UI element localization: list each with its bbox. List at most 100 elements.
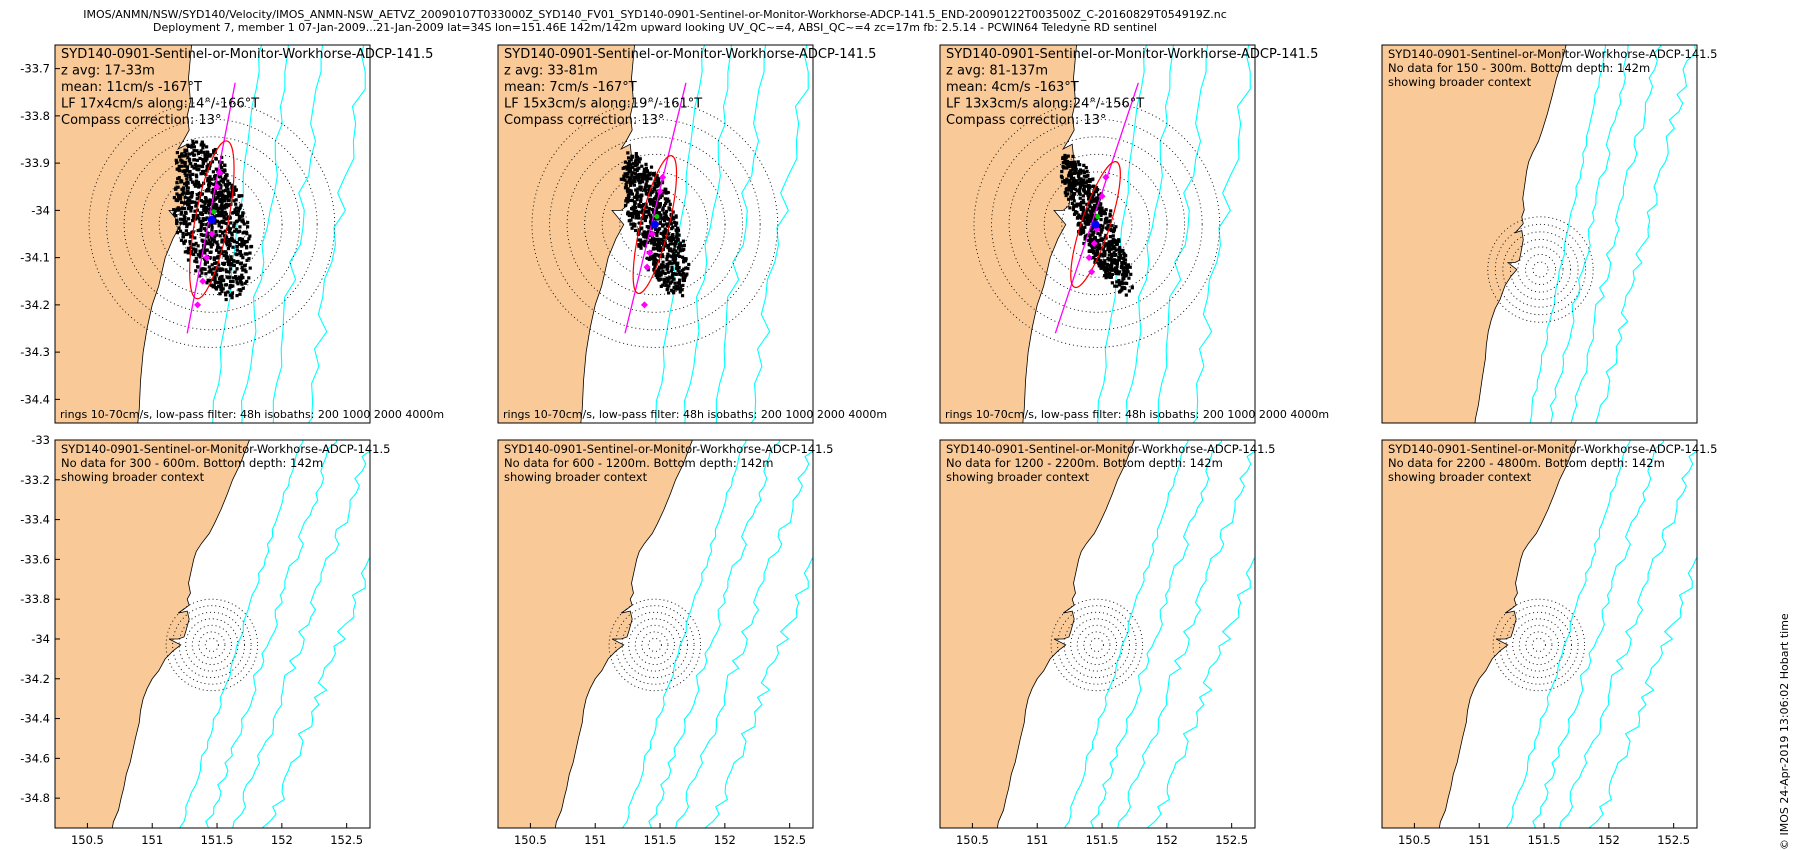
scatter-point: [662, 211, 666, 215]
scatter-point: [229, 221, 233, 225]
scatter-point: [211, 202, 216, 207]
scatter-point: [201, 146, 205, 150]
scatter-point: [1077, 181, 1081, 185]
scatter-point: [1063, 191, 1067, 195]
scatter-point: [1118, 282, 1123, 286]
scatter-point: [1121, 273, 1125, 277]
scatter-point: [234, 206, 239, 210]
scatter-point: [1088, 240, 1092, 244]
scatter-point: [659, 284, 663, 289]
scatter-point: [654, 211, 658, 215]
scatter-point: [1127, 276, 1131, 280]
isobath-line: [272, 45, 324, 423]
scatter-point: [1087, 195, 1091, 199]
scatter-point: [647, 207, 651, 211]
axes-frame: [497, 44, 814, 424]
scatter-point: [1101, 254, 1105, 258]
scatter-point: [665, 255, 669, 259]
scatter-point: [683, 274, 687, 279]
scatter-point: [671, 210, 675, 214]
scatter-point: [216, 194, 220, 199]
panel-top-4: SYD140-0901-Sentinel-or-Monitor-Workhors…: [1381, 44, 1717, 424]
scatter-point: [633, 172, 638, 176]
scatter-point: [654, 269, 658, 273]
scatter-point: [1088, 229, 1093, 233]
speed-ring: [172, 605, 252, 685]
scatter-point: [1117, 255, 1121, 259]
scatter-point: [190, 193, 194, 197]
isobath-line: [1090, 440, 1223, 828]
scatter-point: [650, 226, 654, 230]
scatter-point: [627, 164, 631, 168]
scatter-point: [630, 213, 634, 217]
scatter-point: [212, 240, 216, 244]
scatter-point: [175, 150, 179, 155]
scatter-point: [205, 205, 209, 210]
scatter-point: [1083, 225, 1087, 229]
scatter-point: [203, 260, 208, 264]
scatter-point: [1127, 289, 1131, 293]
scatter-point: [191, 213, 195, 218]
scatter-point: [662, 203, 667, 208]
scatter-point: [178, 217, 182, 221]
scatter-point: [218, 162, 223, 166]
scatter-point: [1108, 240, 1112, 244]
speed-ring: [1532, 261, 1549, 278]
scatter-point: [644, 170, 649, 174]
scatter-point: [235, 241, 239, 245]
scatter-point: [222, 253, 226, 258]
scatter-point: [658, 274, 662, 278]
panel-bottom-2: SYD140-0901-Sentinel-or-Monitor-Workhors…: [497, 439, 833, 847]
scatter-point: [207, 180, 211, 185]
isobath-line: [750, 45, 809, 423]
scatter-point: [639, 205, 644, 209]
scatter-point: [1084, 175, 1088, 179]
plot-area: [1382, 440, 1697, 828]
scatter-point: [1086, 238, 1091, 243]
scatter-point: [683, 259, 688, 263]
mean-marker: [207, 215, 216, 224]
scatter-point: [651, 247, 655, 251]
scatter-point: [241, 256, 245, 260]
scatter-point: [208, 198, 212, 202]
scatter-point: [192, 145, 197, 149]
scatter-point: [657, 254, 662, 258]
scatter-point: [178, 229, 183, 233]
scatter-point: [237, 242, 242, 247]
scatter-point: [1098, 260, 1102, 264]
scatter-point: [635, 194, 639, 198]
scatter-point: [246, 220, 250, 225]
scatter-point: [206, 278, 210, 282]
y-tick-label: -34.4: [20, 392, 50, 406]
land-mass: [940, 440, 1135, 828]
scatter-point: [626, 190, 630, 194]
scatter-point: [667, 247, 671, 251]
scatter-point: [1077, 215, 1082, 219]
scatter-point: [220, 200, 224, 204]
scatter-point: [644, 174, 648, 178]
scatter-point: [173, 209, 177, 213]
scatter-point: [681, 255, 685, 259]
scatter-point: [626, 156, 631, 160]
scatter-point: [241, 231, 245, 235]
scatter-point: [199, 199, 203, 203]
scatter-point: [225, 173, 229, 177]
scatter-point: [219, 186, 223, 190]
scatter-point: [203, 196, 208, 200]
scatter-point: [623, 165, 627, 170]
scatter-point: [204, 239, 208, 243]
scatter-point: [222, 215, 226, 220]
scatter-point: [625, 180, 629, 184]
scatter-point: [220, 238, 224, 242]
speed-ring: [1499, 605, 1579, 685]
scatter-point: [1114, 248, 1118, 252]
variance-ellipse: [1070, 160, 1121, 289]
scatter-point: [232, 192, 236, 197]
scatter-point: [231, 276, 236, 280]
scatter-point: [208, 269, 212, 273]
scatter-point: [201, 160, 205, 165]
scatter-point: [637, 221, 642, 225]
scatter-point: [632, 183, 637, 187]
scatter-point: [1101, 247, 1106, 251]
scatter-point: [648, 199, 652, 203]
